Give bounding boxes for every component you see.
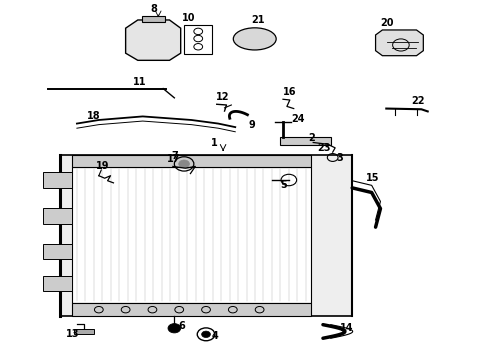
Polygon shape [43,276,72,292]
Polygon shape [72,155,311,167]
Polygon shape [125,20,181,60]
Polygon shape [72,303,311,316]
Polygon shape [74,329,94,334]
Text: 24: 24 [291,114,305,124]
Bar [184,25,212,54]
Text: 19: 19 [97,161,110,171]
Bar [142,17,165,22]
Text: 1: 1 [211,138,218,148]
Text: 16: 16 [283,87,296,97]
Text: 6: 6 [178,321,185,331]
Text: 4: 4 [212,331,219,341]
Text: 7: 7 [171,151,178,161]
Text: 10: 10 [182,13,195,23]
Text: 2: 2 [308,133,315,143]
Ellipse shape [233,28,276,50]
Circle shape [179,160,190,168]
Text: 15: 15 [366,173,379,183]
Text: 11: 11 [133,77,147,87]
Polygon shape [43,208,72,224]
Text: 8: 8 [150,4,157,14]
Text: 21: 21 [251,15,265,25]
Text: 5: 5 [280,180,287,190]
Text: 17: 17 [167,154,180,164]
Polygon shape [375,30,423,56]
Text: 14: 14 [340,323,353,333]
Circle shape [202,331,210,338]
Text: 9: 9 [249,120,256,130]
Text: 13: 13 [66,329,79,339]
Polygon shape [60,155,352,316]
Polygon shape [72,167,311,303]
Text: 12: 12 [216,92,229,102]
Text: 22: 22 [412,95,425,105]
Bar [280,137,331,145]
Polygon shape [43,172,72,188]
Text: 3: 3 [337,153,343,163]
Text: 20: 20 [380,18,394,28]
Circle shape [168,324,181,333]
Text: 23: 23 [317,143,331,153]
Text: 18: 18 [87,111,100,121]
Polygon shape [43,244,72,259]
